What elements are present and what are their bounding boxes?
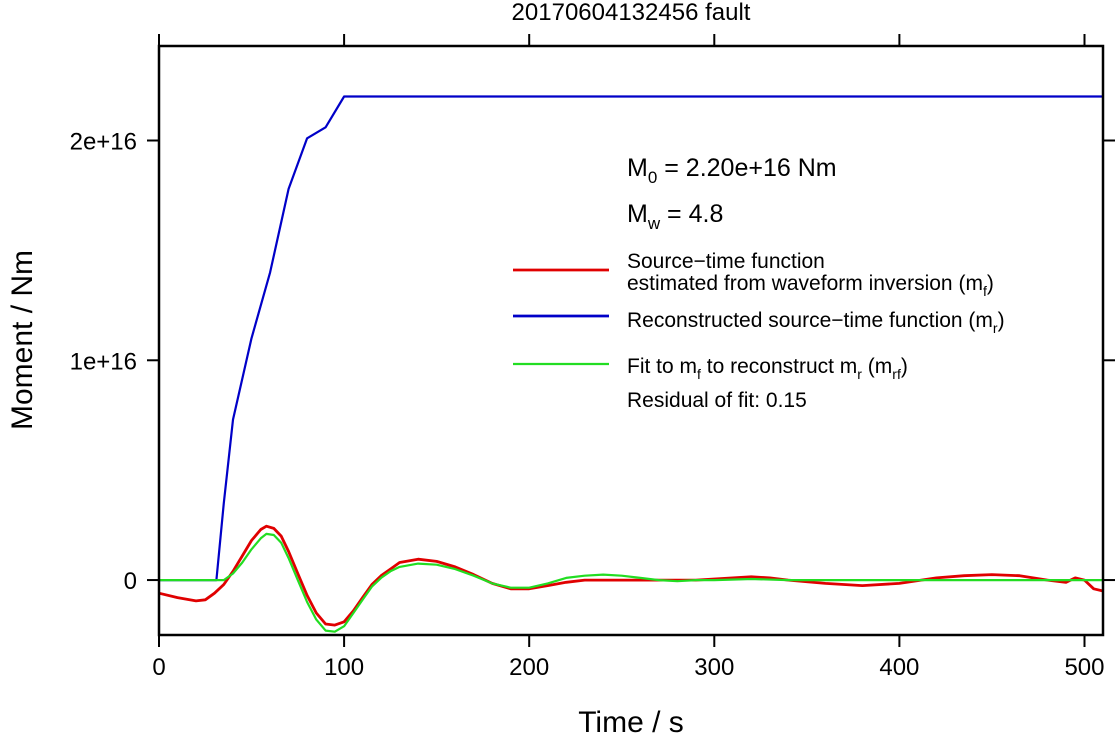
- series-line-1: [159, 95, 1103, 582]
- annotation-layer: M0 = 2.20e+16 Nm Mw = 4.8 Residual of fit:…: [627, 154, 837, 412]
- x-tick-label: 300: [694, 654, 734, 681]
- x-tick-label: 0: [152, 654, 165, 681]
- x-tick-label: 500: [1064, 654, 1104, 681]
- legend-label-3: Fit to mf to reconstruct mr (mrf): [627, 355, 908, 382]
- residual-annotation: Residual of fit: 0.15: [627, 389, 807, 412]
- legend-label-2: Reconstructed source−time function (mr): [627, 309, 1005, 336]
- y-tick-label: 0: [124, 568, 137, 595]
- y-tick-label: 2e+16: [70, 129, 137, 156]
- moment-annotation: M0 = 2.20e+16 Nm: [627, 154, 837, 187]
- x-axis-label: Time / s: [578, 706, 684, 736]
- axes-layer: 0 100 200 300 400 500 0 1e+16 2e+16: [70, 34, 1115, 681]
- legend-label-1: estimated from waveform inversion (mf): [627, 272, 994, 299]
- x-tick-label: 100: [324, 654, 364, 681]
- series-line-2: [158, 524, 1104, 627]
- y-axis-label: Moment / Nm: [6, 250, 39, 430]
- series-layer: [158, 95, 1104, 633]
- y-tick-label: 1e+16: [70, 348, 137, 375]
- chart-title: 20170604132456 fault: [512, 0, 751, 26]
- x-tick-label: 400: [879, 654, 919, 681]
- legend-label-1: Source−time function: [627, 250, 825, 273]
- plot-frame: [157, 44, 1105, 637]
- x-tick-label: 200: [509, 654, 549, 681]
- series-line-3: [159, 532, 1103, 633]
- magnitude-annotation: Mw = 4.8: [627, 200, 723, 233]
